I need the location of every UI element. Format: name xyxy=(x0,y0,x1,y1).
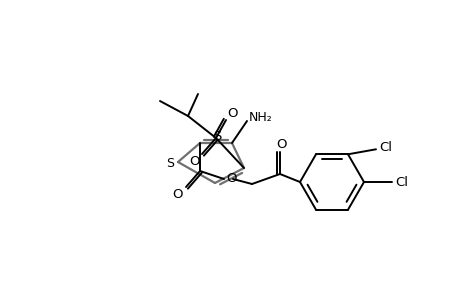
Text: Cl: Cl xyxy=(379,141,392,154)
Text: O: O xyxy=(190,154,200,167)
Text: S: S xyxy=(166,157,174,169)
Text: O: O xyxy=(276,137,286,151)
Text: NH₂: NH₂ xyxy=(249,110,272,124)
Text: O: O xyxy=(227,106,238,119)
Text: O: O xyxy=(173,188,183,200)
Text: S: S xyxy=(213,130,221,142)
Text: O: O xyxy=(226,172,237,184)
Text: Cl: Cl xyxy=(395,176,408,188)
